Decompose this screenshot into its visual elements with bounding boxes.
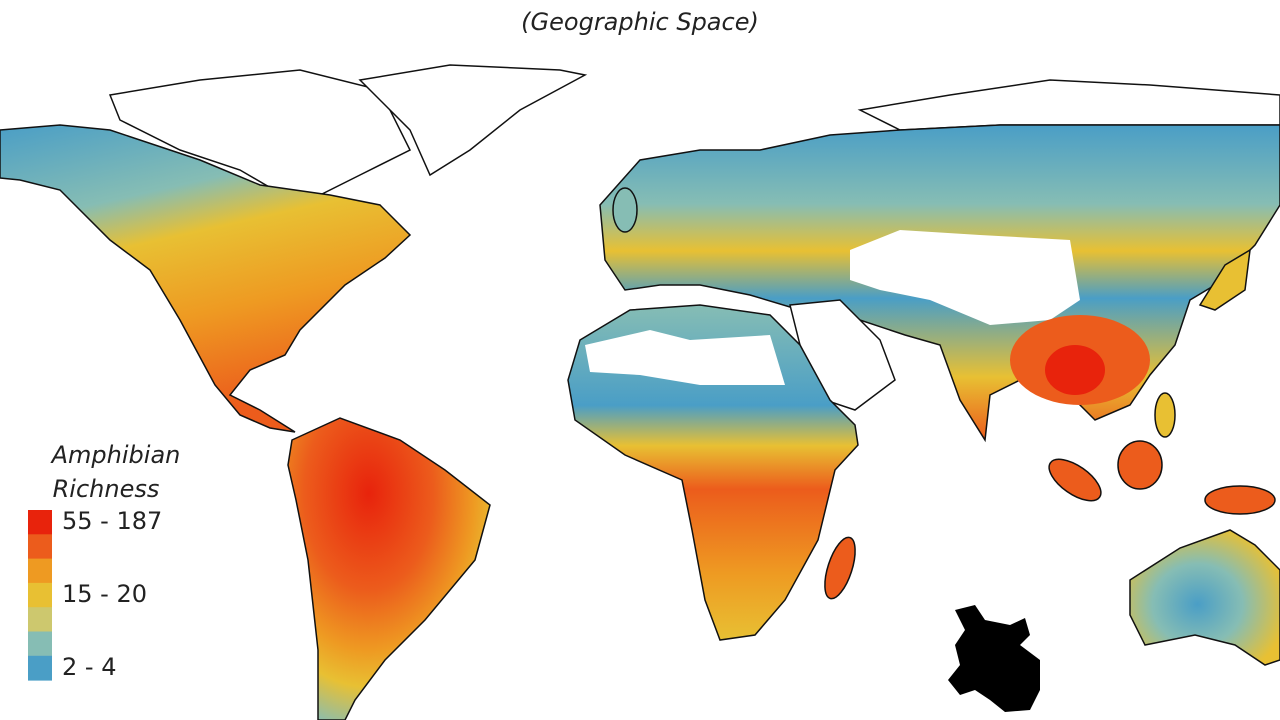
new-guinea <box>1204 485 1276 515</box>
southeast-asia-core <box>1045 345 1105 395</box>
sumatra <box>1048 458 1102 502</box>
legend-swatch <box>28 631 52 657</box>
borneo <box>1117 440 1163 490</box>
greenland <box>358 64 588 177</box>
legend-swatch <box>28 582 52 608</box>
madagascar <box>824 536 856 600</box>
legend-swatch <box>28 534 52 560</box>
central-asia-desert <box>850 230 1080 325</box>
legend-title: Amphibian <box>50 441 181 469</box>
legend: Amphibian Richness 55 - 187 15 - 20 2 - 4 <box>28 441 180 681</box>
japan <box>1198 248 1251 311</box>
legend-label: 2 - 4 <box>62 653 116 681</box>
south-america <box>287 417 491 720</box>
canadian-arctic <box>108 69 412 206</box>
subtitle: (Geographic Space) <box>521 8 759 36</box>
legend-label: 15 - 20 <box>62 580 147 608</box>
frog-icon <box>948 605 1040 712</box>
africa <box>567 304 859 641</box>
britain <box>612 187 638 233</box>
siberian-arctic <box>857 79 1280 131</box>
sahara <box>585 330 785 385</box>
legend-title: Richness <box>53 475 160 503</box>
australia <box>1129 529 1280 666</box>
legend-label: 55 - 187 <box>62 507 162 535</box>
legend-swatch <box>28 655 52 681</box>
north-america <box>0 124 412 433</box>
philippines <box>1154 392 1176 438</box>
legend-swatch <box>28 607 52 632</box>
legend-swatch <box>28 510 52 535</box>
legend-swatch <box>28 558 52 584</box>
